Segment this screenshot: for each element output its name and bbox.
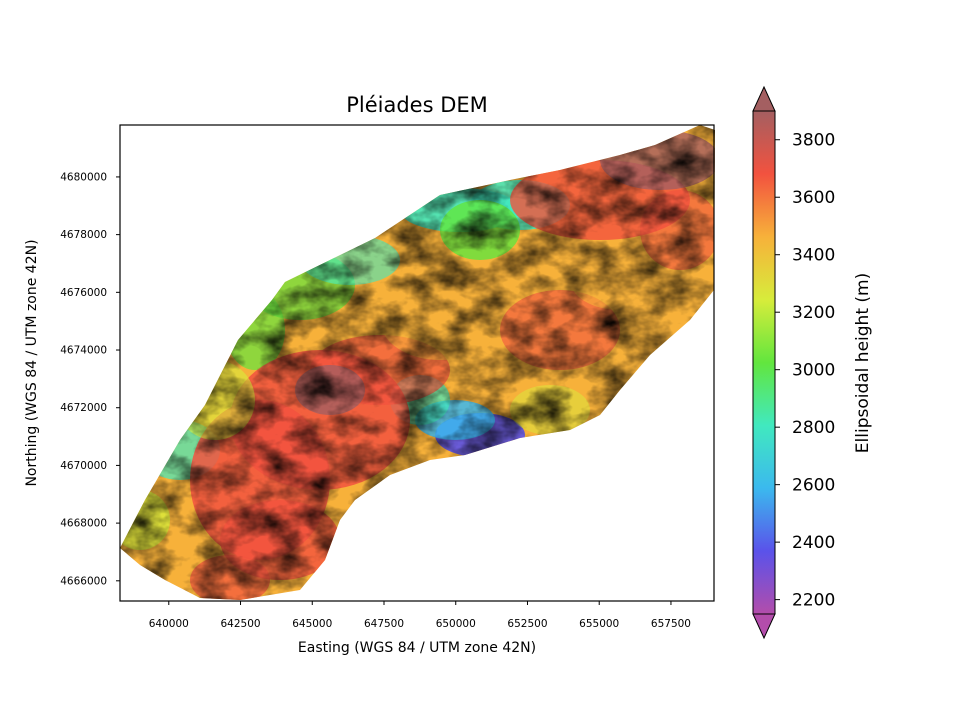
dem-raster bbox=[120, 125, 715, 600]
colorbar-tick-label: 3600 bbox=[792, 188, 835, 208]
colorbar-tick-label: 3200 bbox=[792, 303, 835, 323]
colorbar-tick-label: 3000 bbox=[792, 361, 835, 381]
chart-title: Pléiades DEM bbox=[346, 93, 488, 117]
y-tick-label: 4668000 bbox=[60, 518, 107, 530]
colorbar: 2200 2400 2600 2800 3000 3200 3400 3600 3800 bbox=[752, 85, 835, 640]
y-tick-label: 4672000 bbox=[60, 402, 107, 414]
colorbar-tick-label: 2200 bbox=[792, 591, 835, 611]
plot-frame bbox=[119, 124, 715, 602]
x-tick-label: 640000 bbox=[149, 618, 189, 630]
y-tick-label: 4678000 bbox=[60, 229, 107, 241]
colorbar-extend-bottom bbox=[752, 613, 776, 640]
y-tick-label: 4676000 bbox=[60, 287, 107, 299]
x-tick-label: 655000 bbox=[579, 618, 619, 630]
x-axis-label: Easting (WGS 84 / UTM zone 42N) bbox=[298, 640, 536, 656]
x-tick-label: 657500 bbox=[651, 618, 691, 630]
y-axis: 4666000 4668000 4670000 4672000 4674000 46760… bbox=[60, 171, 120, 587]
y-tick-label: 4674000 bbox=[60, 345, 107, 357]
y-tick-label: 4670000 bbox=[60, 460, 107, 472]
colorbar-extend-top bbox=[752, 85, 776, 112]
colorbar-tick-label: 2400 bbox=[792, 533, 835, 553]
x-tick-label: 645000 bbox=[292, 618, 332, 630]
x-axis: 640000 642500 645000 647500 650000 652500 6550… bbox=[149, 601, 691, 630]
colorbar-tick-label: 2600 bbox=[792, 476, 835, 496]
y-axis-label: Northing (WGS 84 / UTM zone 42N) bbox=[24, 239, 40, 486]
x-tick-label: 652500 bbox=[507, 618, 547, 630]
x-tick-label: 642500 bbox=[220, 618, 260, 630]
y-tick-label: 4666000 bbox=[60, 575, 107, 587]
x-tick-label: 647500 bbox=[364, 618, 404, 630]
colorbar-tick-label: 2800 bbox=[792, 418, 835, 438]
y-tick-label: 4680000 bbox=[60, 171, 107, 183]
colorbar-tick-label: 3800 bbox=[792, 131, 835, 151]
x-tick-label: 650000 bbox=[436, 618, 476, 630]
colorbar-body bbox=[752, 110, 776, 615]
colorbar-tick-label: 3400 bbox=[792, 246, 835, 266]
colorbar-label: Ellipsoidal height (m) bbox=[853, 273, 873, 453]
